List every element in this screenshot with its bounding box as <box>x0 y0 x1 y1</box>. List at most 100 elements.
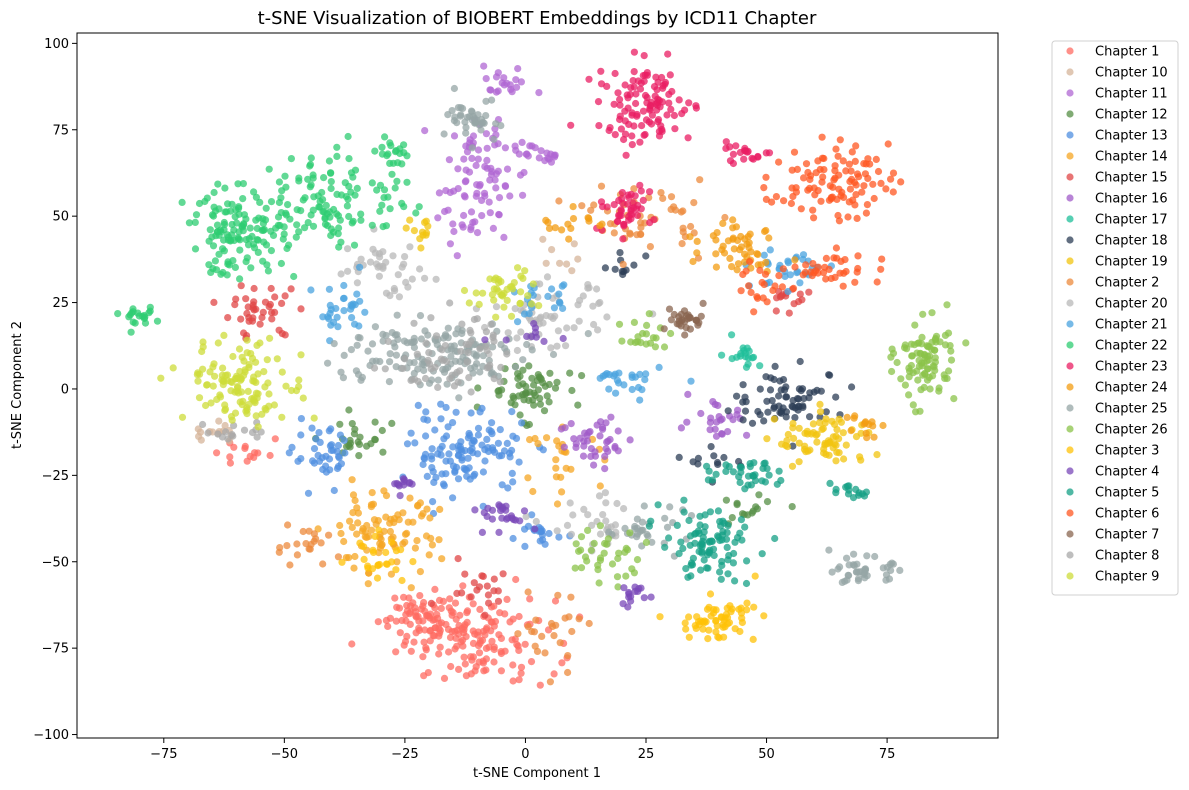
data-point <box>519 356 527 364</box>
series-chapter-26 <box>571 301 970 591</box>
data-point <box>782 383 790 391</box>
data-point <box>146 303 154 311</box>
data-point <box>522 513 530 521</box>
data-point <box>453 119 461 127</box>
data-point <box>556 639 564 647</box>
data-point <box>643 530 651 539</box>
data-point <box>474 384 482 392</box>
data-point <box>572 443 580 451</box>
data-point <box>356 263 364 271</box>
data-point <box>467 329 475 337</box>
data-point <box>756 266 764 274</box>
data-point <box>525 310 533 318</box>
data-point <box>400 593 408 601</box>
data-point <box>390 284 398 293</box>
data-point <box>675 96 683 104</box>
data-point <box>371 323 379 331</box>
data-point <box>488 291 496 299</box>
series-chapter-9 <box>157 264 543 431</box>
legend-label: Chapter 12 <box>1095 108 1168 123</box>
data-point <box>277 259 285 268</box>
data-point <box>732 142 740 150</box>
data-point <box>520 396 528 404</box>
data-point <box>374 517 382 525</box>
data-point <box>391 184 399 192</box>
data-point <box>317 539 325 547</box>
data-point <box>386 614 394 622</box>
data-point <box>535 89 543 97</box>
data-point <box>519 274 527 282</box>
data-point <box>564 668 572 677</box>
data-point <box>577 564 586 572</box>
chart-title: t-SNE Visualization of BIOBERT Embedding… <box>258 8 817 29</box>
data-point <box>337 460 345 468</box>
data-point <box>411 375 419 383</box>
data-point <box>515 612 523 621</box>
data-point <box>826 371 834 379</box>
data-point <box>475 182 484 190</box>
data-point <box>583 437 592 445</box>
data-point <box>629 77 637 85</box>
data-point <box>319 560 327 568</box>
data-point <box>634 201 642 209</box>
data-point <box>502 336 510 344</box>
data-point <box>468 154 476 162</box>
data-point <box>402 224 410 232</box>
data-point <box>431 585 439 594</box>
legend-label: Chapter 18 <box>1095 234 1168 249</box>
data-point <box>436 643 444 651</box>
data-point <box>788 503 796 511</box>
data-point <box>685 99 693 107</box>
data-point <box>897 178 905 186</box>
data-point <box>728 263 736 271</box>
data-point <box>202 401 210 410</box>
data-point <box>492 88 500 96</box>
data-point <box>545 224 554 232</box>
data-point <box>679 544 687 553</box>
data-point <box>681 619 689 627</box>
data-point <box>618 195 626 203</box>
data-point <box>501 144 509 152</box>
data-point <box>897 375 905 383</box>
data-point <box>407 647 415 655</box>
data-point <box>737 609 746 617</box>
data-point <box>550 304 559 312</box>
data-point <box>469 218 477 227</box>
data-point <box>490 575 498 583</box>
data-point <box>536 394 544 402</box>
data-point <box>322 201 330 210</box>
data-point <box>700 619 708 627</box>
data-point <box>761 478 770 486</box>
data-point <box>528 374 536 382</box>
data-point <box>660 343 669 351</box>
data-point <box>302 540 310 548</box>
data-point <box>264 267 272 275</box>
data-point <box>250 188 258 196</box>
data-point <box>775 467 783 475</box>
data-point <box>498 481 506 489</box>
data-point <box>806 175 814 184</box>
data-point <box>403 178 411 186</box>
data-point <box>467 337 475 345</box>
data-point <box>503 350 511 358</box>
data-point <box>400 481 408 489</box>
data-point <box>572 540 580 548</box>
data-point <box>597 182 606 190</box>
data-point <box>340 281 348 290</box>
data-point <box>636 396 644 404</box>
data-point <box>245 361 253 369</box>
data-point <box>467 226 475 234</box>
data-point <box>593 285 601 293</box>
y-tick-label: 25 <box>52 296 69 311</box>
data-point <box>706 508 715 516</box>
data-point <box>437 355 445 363</box>
data-point <box>633 231 641 239</box>
data-point <box>422 644 430 652</box>
data-point <box>619 235 627 243</box>
data-point <box>470 472 478 480</box>
data-point <box>442 620 450 629</box>
data-point <box>344 245 352 253</box>
data-point <box>310 459 318 467</box>
data-point <box>636 527 644 536</box>
data-point <box>514 630 522 638</box>
